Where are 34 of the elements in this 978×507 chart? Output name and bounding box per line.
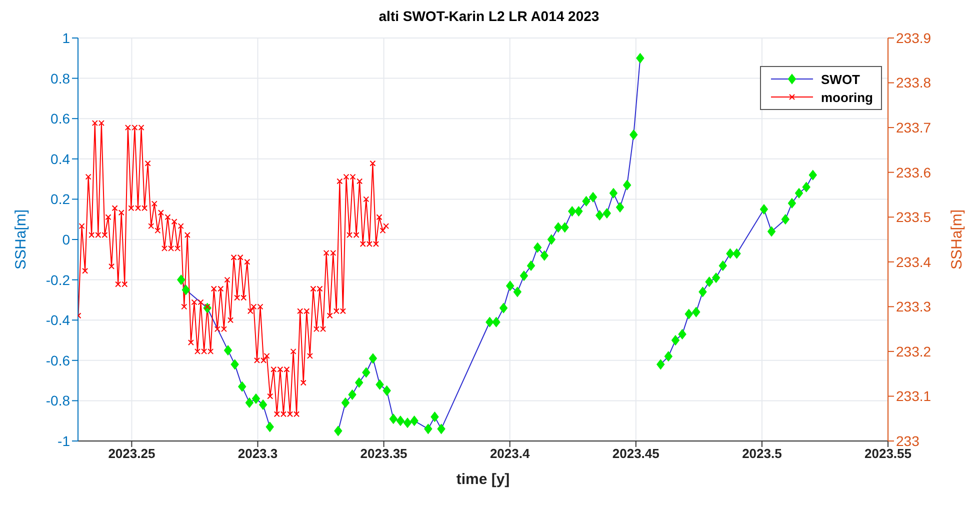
y-tick-label: 0.2 bbox=[50, 191, 70, 208]
x-tick-label: 2023.4 bbox=[490, 446, 530, 462]
y-tick-label: 0 bbox=[62, 231, 70, 248]
legend-label: SWOT bbox=[821, 72, 860, 86]
y-tick-label: -0.8 bbox=[46, 392, 70, 409]
y2-tick-label: 233.7 bbox=[896, 120, 932, 136]
y2-tick-label: 233.9 bbox=[896, 30, 932, 46]
y2-tick-label: 233 bbox=[896, 432, 920, 449]
y2-axis-title: SSHa[m] bbox=[948, 209, 966, 270]
y2-tick-label: 233.8 bbox=[896, 74, 932, 91]
y-tick-label: 0.6 bbox=[50, 110, 70, 127]
legend-label: mooring bbox=[821, 90, 873, 104]
x-tick-label: 2023.25 bbox=[108, 446, 156, 462]
y-tick-label: 0.4 bbox=[50, 150, 70, 167]
x-tick-label: 2023.45 bbox=[612, 446, 660, 462]
y-tick-label: -1 bbox=[58, 432, 70, 449]
chart-title: alti SWOT-Karin L2 LR A014 2023 bbox=[378, 8, 600, 26]
y2-tick-label: 233.3 bbox=[896, 298, 932, 315]
x-tick-label: 2023.5 bbox=[742, 446, 782, 462]
x-tick-label: 2023.3 bbox=[238, 446, 278, 462]
y2-tick-label: 233.2 bbox=[896, 343, 932, 360]
y-tick-label: -0.6 bbox=[46, 352, 70, 368]
y-tick-label: 1 bbox=[62, 30, 70, 46]
y-tick-label: 0.8 bbox=[50, 70, 70, 86]
x-axis-title: time [y] bbox=[456, 471, 510, 488]
x-tick-label: 2023.55 bbox=[864, 446, 912, 462]
y2-tick-label: 233.1 bbox=[896, 388, 932, 404]
y-tick-label: -0.4 bbox=[46, 312, 70, 328]
y2-tick-label: 233.6 bbox=[896, 164, 932, 180]
y-axis-title: SSHa[m] bbox=[12, 209, 30, 270]
y2-tick-label: 233.5 bbox=[896, 209, 932, 226]
y-tick-label: -0.2 bbox=[46, 272, 70, 288]
x-tick-label: 2023.35 bbox=[360, 446, 408, 462]
y2-tick-label: 233.4 bbox=[896, 254, 932, 270]
